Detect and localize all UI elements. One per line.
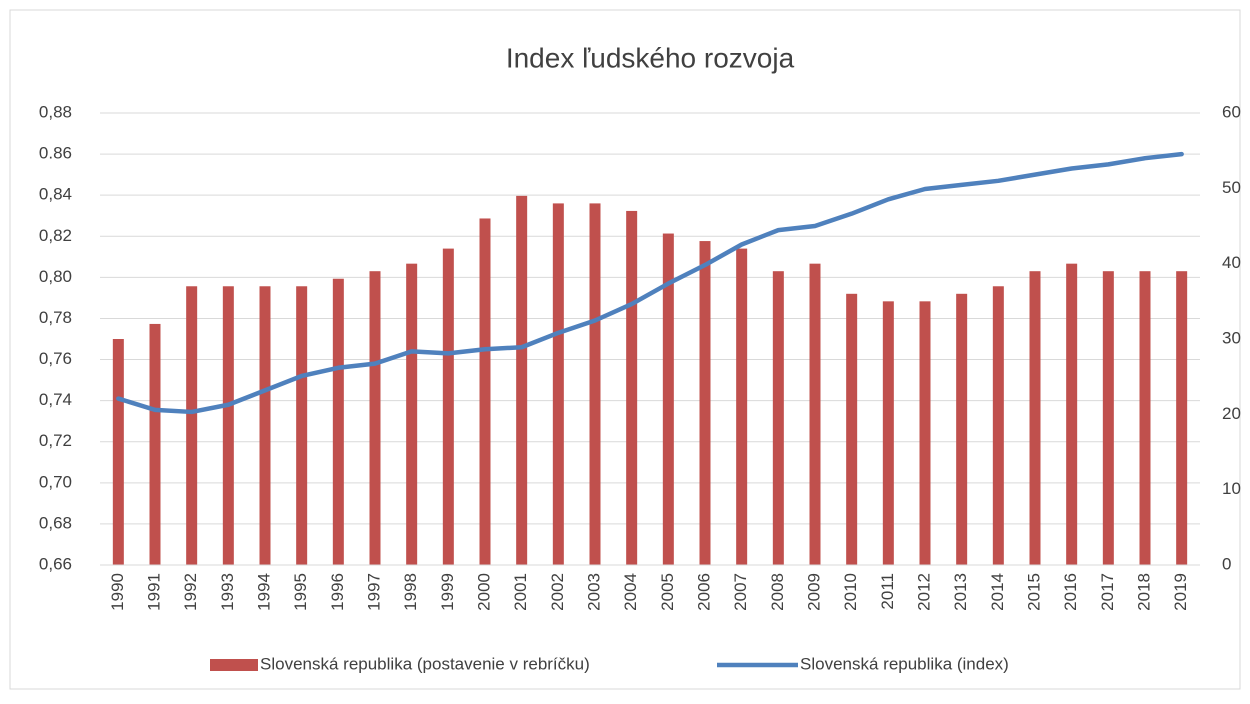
bar <box>296 286 308 565</box>
bar <box>186 286 198 565</box>
y2-tick-label: 60 <box>1222 102 1241 121</box>
bar <box>1102 271 1114 565</box>
y2-tick-label: 40 <box>1222 253 1241 272</box>
y2-tick-label: 50 <box>1222 178 1241 197</box>
bar <box>479 218 491 565</box>
y-tick-label: 0,68 <box>39 513 72 532</box>
x-tick-label: 2017 <box>1098 573 1117 611</box>
x-tick-label: 2009 <box>804 573 823 611</box>
bar <box>112 339 124 565</box>
bar <box>332 278 344 565</box>
x-tick-label: 2014 <box>988 573 1007 611</box>
bar <box>919 301 931 565</box>
bar <box>992 286 1004 565</box>
y-tick-label: 0,84 <box>39 185 72 204</box>
bar <box>882 301 894 565</box>
legend-swatch <box>210 659 258 671</box>
bar <box>222 286 234 565</box>
bar <box>626 210 638 565</box>
bar <box>516 195 528 565</box>
bar <box>846 293 858 565</box>
x-tick-label: 1992 <box>181 573 200 611</box>
x-tick-label: 2003 <box>584 573 603 611</box>
bar <box>259 286 271 565</box>
x-tick-label: 1999 <box>438 573 457 611</box>
x-tick-label: 2010 <box>841 573 860 611</box>
legend-label: Slovenská republika (postavenie v rebríč… <box>260 654 590 673</box>
x-tick-label: 1993 <box>218 573 237 611</box>
x-tick-label: 2000 <box>474 573 493 611</box>
x-tick-label: 1998 <box>401 573 420 611</box>
y-tick-label: 0.86 <box>39 144 72 163</box>
y-tick-label: 0,80 <box>39 267 72 286</box>
x-tick-label: 2019 <box>1171 573 1190 611</box>
bar <box>149 323 161 565</box>
y-tick-label: 0,74 <box>39 390 72 409</box>
x-tick-label: 1991 <box>144 573 163 611</box>
x-tick-label: 1997 <box>364 573 383 611</box>
bar <box>369 271 381 565</box>
x-tick-label: 1995 <box>291 573 310 611</box>
bar <box>662 233 674 566</box>
x-tick-label: 2013 <box>951 573 970 611</box>
bar <box>406 263 418 565</box>
x-tick-label: 2011 <box>878 573 897 610</box>
chart-title: Index ľudského rozvoja <box>506 42 795 73</box>
x-tick-label: 2004 <box>621 573 640 611</box>
x-tick-label: 2007 <box>731 573 750 611</box>
x-tick-label: 1990 <box>108 573 127 611</box>
x-tick-label: 1996 <box>328 573 347 611</box>
legend-label: Slovenská republika (index) <box>800 654 1009 673</box>
y2-tick-label: 0 <box>1222 554 1231 573</box>
x-tick-label: 1994 <box>254 573 273 611</box>
x-tick-label: 2015 <box>1024 573 1043 611</box>
bar <box>809 263 821 565</box>
y-tick-label: 0,78 <box>39 308 72 327</box>
x-tick-label: 2012 <box>914 573 933 611</box>
bar <box>736 248 748 565</box>
y-tick-label: 0,82 <box>39 226 72 245</box>
x-tick-label: 2001 <box>511 573 530 611</box>
x-tick-label: 2018 <box>1134 573 1153 611</box>
line <box>116 151 1184 415</box>
y-tick-label: 0,76 <box>39 349 72 368</box>
y2-tick-label: 10 <box>1222 479 1241 498</box>
bar <box>1176 271 1188 565</box>
bar <box>699 241 711 566</box>
y-tick-label: 0,72 <box>39 431 72 450</box>
bar <box>956 293 968 565</box>
y-tick-label: 0,88 <box>39 102 72 121</box>
x-tick-label: 2005 <box>658 573 677 611</box>
x-tick-label: 2008 <box>768 573 787 611</box>
y2-tick-label: 20 <box>1222 404 1241 423</box>
x-tick-label: 2002 <box>548 573 567 611</box>
y-tick-label: 0,66 <box>39 554 72 573</box>
x-tick-label: 2006 <box>694 573 713 611</box>
bar <box>442 248 454 565</box>
bar <box>1139 271 1151 565</box>
bar <box>1029 271 1041 565</box>
y2-tick-label: 30 <box>1222 328 1241 347</box>
x-tick-label: 2016 <box>1061 573 1080 611</box>
bar <box>589 203 601 565</box>
y-tick-label: 0,70 <box>39 472 72 491</box>
bar <box>1066 263 1078 565</box>
bar <box>772 271 784 565</box>
bar <box>552 203 564 565</box>
